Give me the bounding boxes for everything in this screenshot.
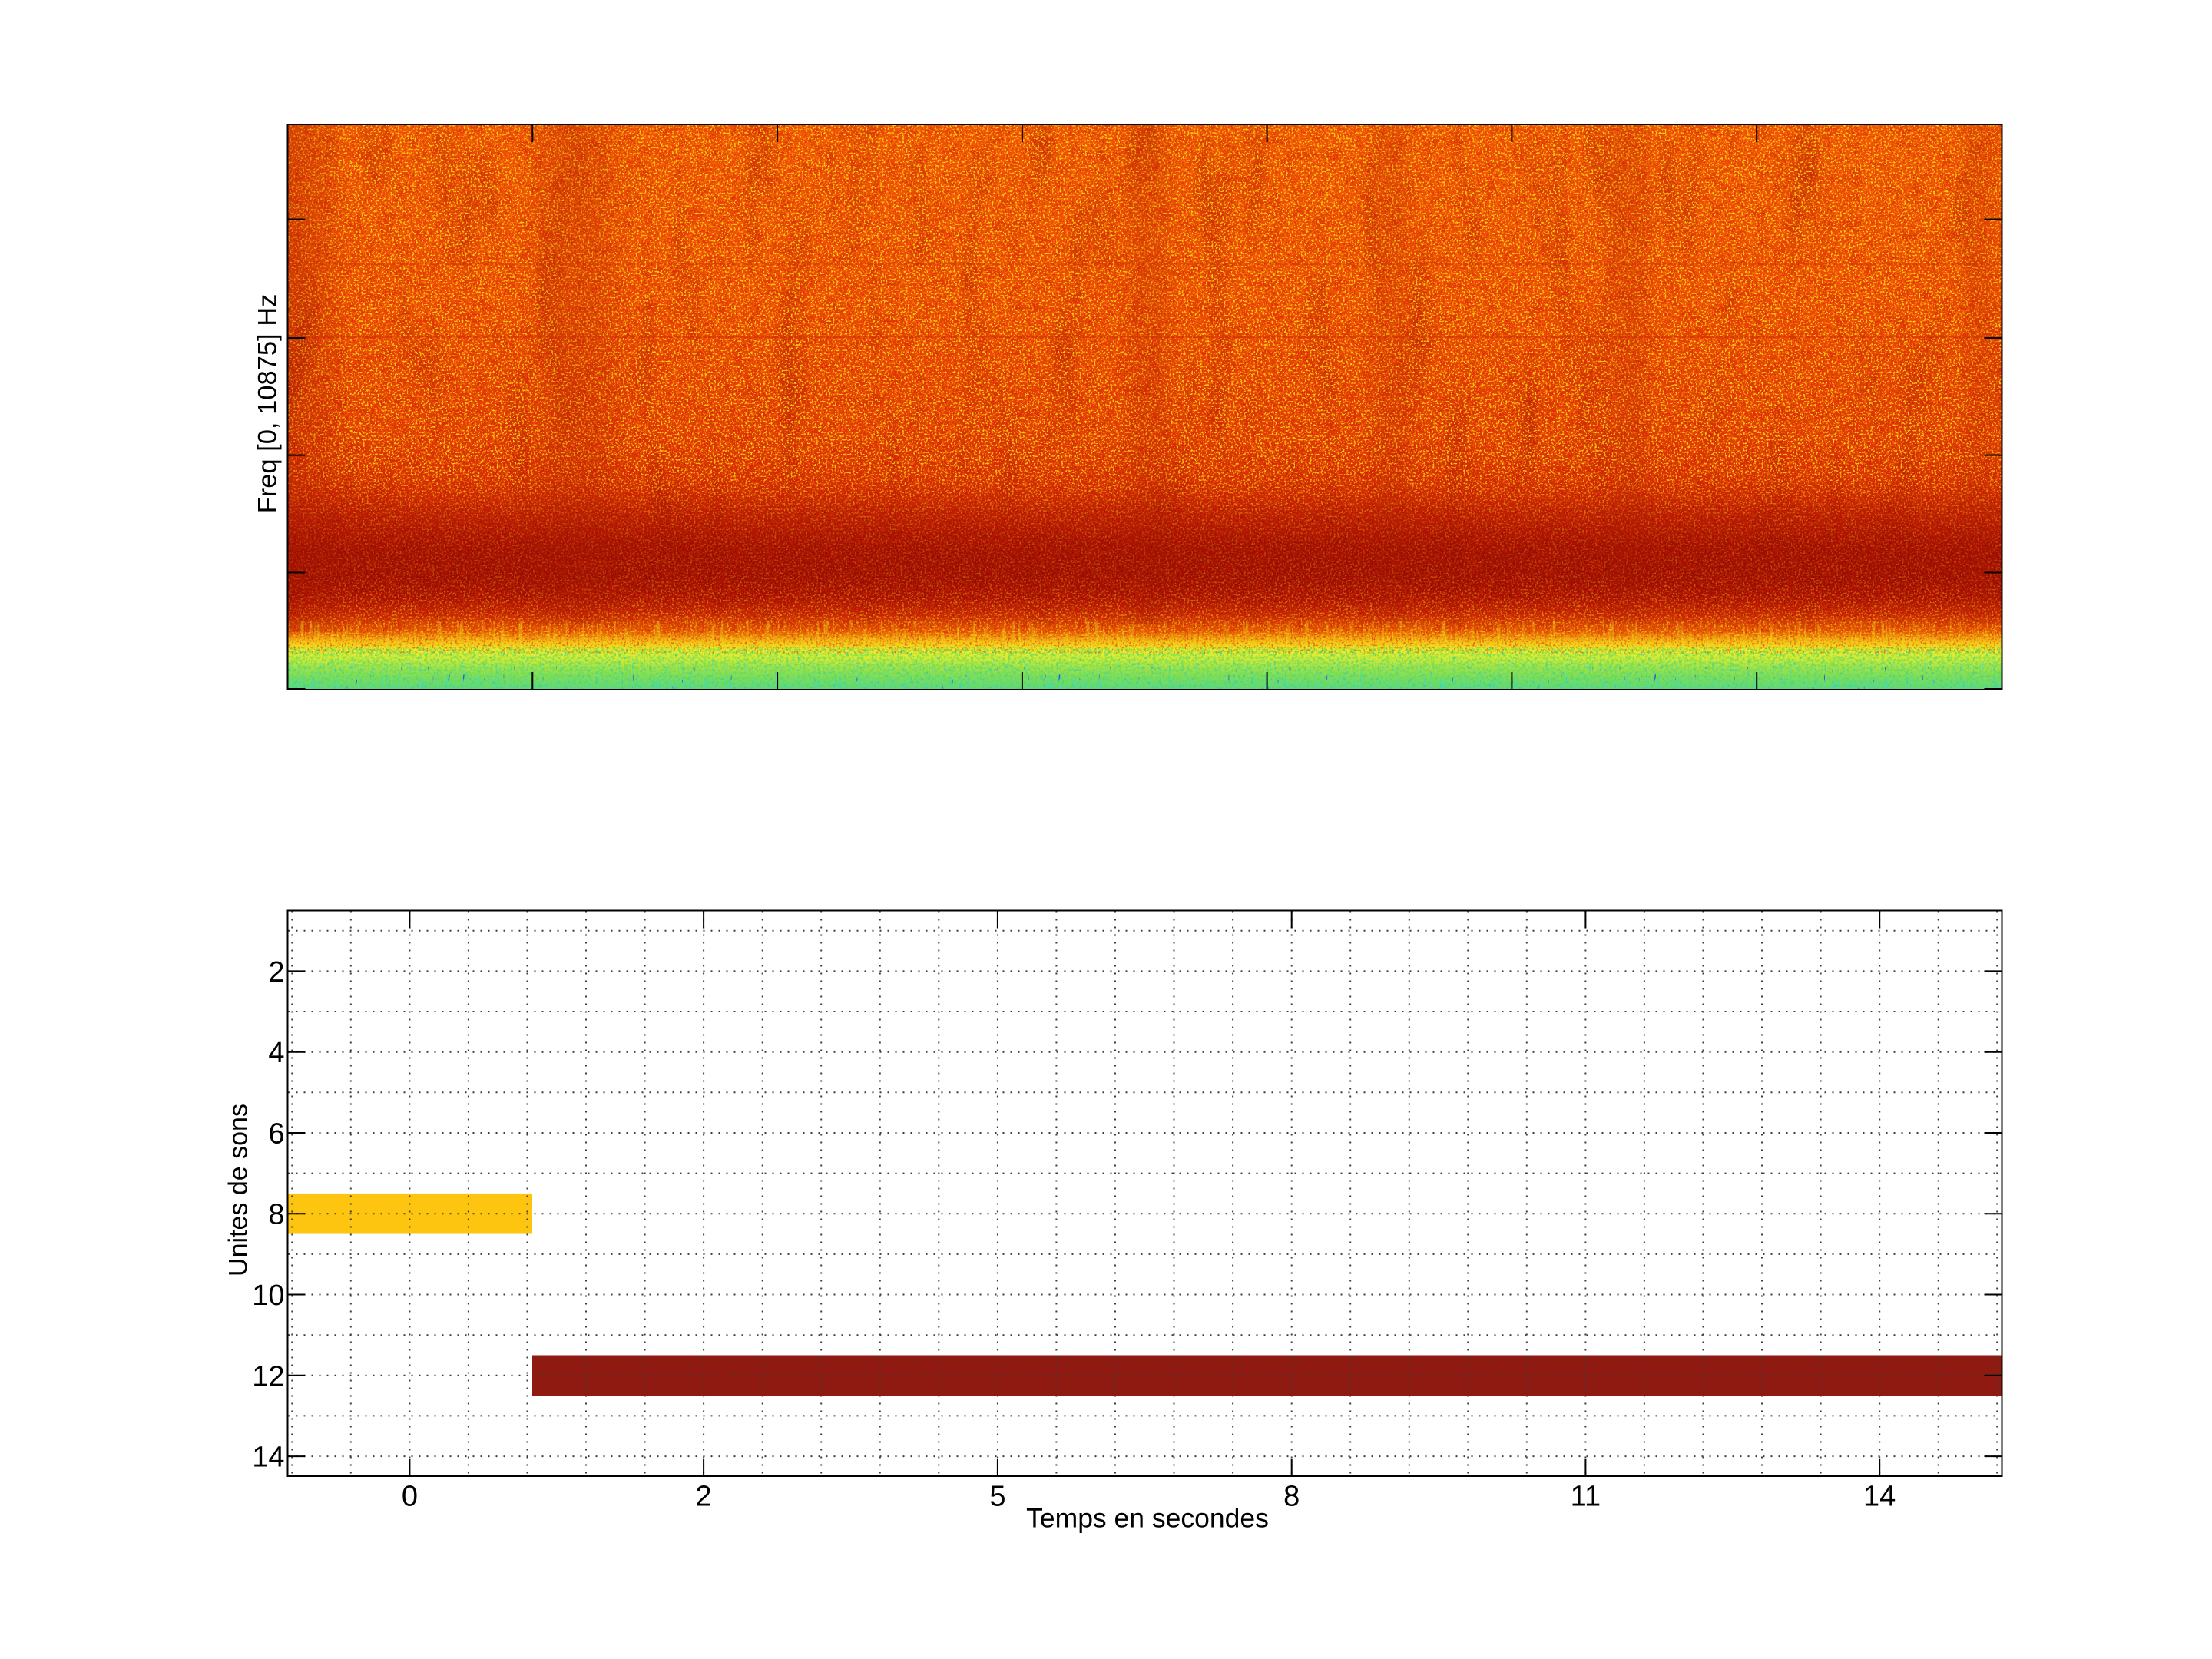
- svg-text:14: 14: [252, 1442, 284, 1474]
- svg-text:14: 14: [1863, 1481, 1896, 1513]
- svg-text:Freq [0, 10875] Hz: Freq [0, 10875] Hz: [253, 294, 283, 514]
- svg-text:Unites de sons: Unites de sons: [224, 1104, 253, 1277]
- svg-text:2: 2: [268, 956, 284, 988]
- svg-text:11: 11: [1571, 1481, 1601, 1513]
- svg-text:10: 10: [252, 1280, 284, 1312]
- svg-text:6: 6: [268, 1118, 284, 1151]
- svg-text:12: 12: [252, 1360, 284, 1392]
- svg-text:4: 4: [268, 1037, 284, 1069]
- svg-text:5: 5: [989, 1481, 1005, 1513]
- svg-text:Temps en secondes: Temps en secondes: [1026, 1503, 1269, 1534]
- svg-text:8: 8: [1283, 1481, 1300, 1513]
- svg-text:2: 2: [696, 1481, 712, 1513]
- svg-text:8: 8: [268, 1199, 284, 1231]
- svg-text:0: 0: [402, 1481, 418, 1513]
